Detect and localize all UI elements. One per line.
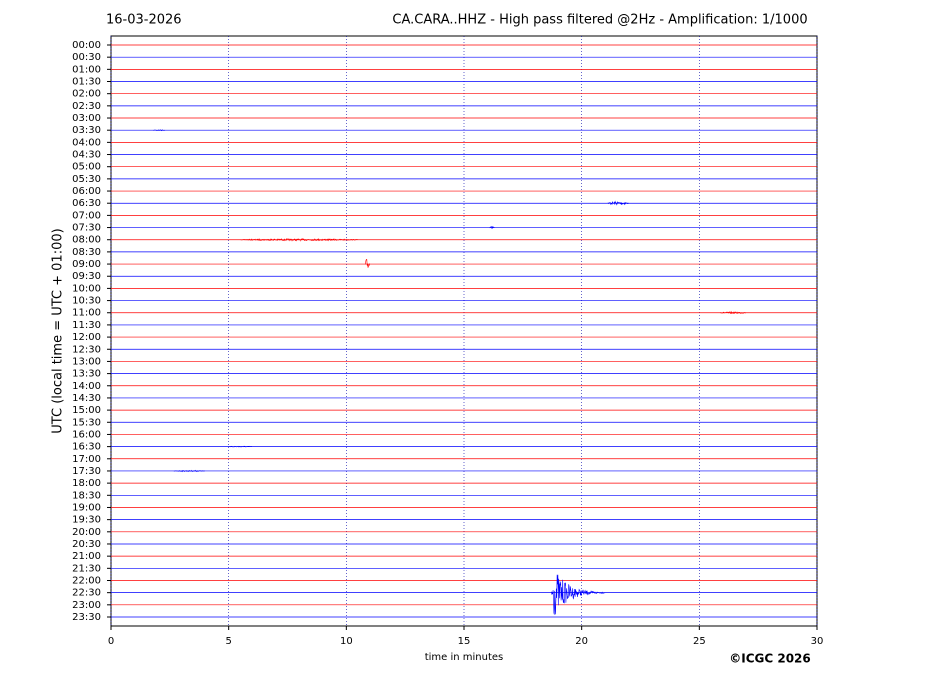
y-tick-label: 09:30 [72, 271, 101, 282]
y-tick-label: 02:00 [72, 89, 101, 100]
chart-title: CA.CARA..HHZ - High pass filtered @2Hz -… [392, 13, 807, 28]
y-tick-label: 01:30 [72, 77, 101, 88]
y-tick-label: 08:30 [72, 247, 101, 258]
y-tick-label: 15:00 [72, 405, 101, 416]
seismic-event [550, 574, 606, 615]
y-tick-label: 02:30 [72, 101, 101, 112]
seismic-event [153, 129, 166, 132]
y-tick-label: 13:00 [72, 356, 101, 367]
y-tick-label: 14:00 [72, 381, 101, 392]
y-tick-label: 13:30 [72, 369, 101, 380]
y-tick-label: 22:00 [72, 575, 101, 586]
seismic-event [228, 445, 253, 448]
x-tick-label: 25 [693, 636, 706, 647]
x-tick-label: 5 [225, 636, 231, 647]
y-tick-label: 11:30 [72, 320, 101, 331]
y-tick-label: 18:30 [72, 490, 101, 501]
y-tick-label: 00:00 [72, 40, 101, 51]
y-tick-label: 05:00 [72, 162, 101, 173]
y-tick-label: 12:00 [72, 332, 101, 343]
y-tick-label: 17:00 [72, 454, 101, 465]
seismic-event [720, 310, 747, 315]
y-tick-label: 08:00 [72, 235, 101, 246]
seismic-event [240, 237, 359, 242]
x-tick-label: 15 [458, 636, 471, 647]
y-tick-label: 04:00 [72, 137, 101, 148]
y-tick-label: 03:30 [72, 125, 101, 136]
seismic-event [173, 469, 205, 473]
y-tick-label: 12:30 [72, 344, 101, 355]
y-tick-label: 07:30 [72, 223, 101, 234]
y-tick-label: 22:30 [72, 588, 101, 599]
copyright: ©ICGC 2026 [729, 652, 811, 666]
y-tick-label: 21:00 [72, 551, 101, 562]
y-tick-label: 21:30 [72, 563, 101, 574]
y-tick-label: 09:00 [72, 259, 101, 270]
y-tick-label: 04:30 [72, 150, 101, 161]
y-tick-label: 11:00 [72, 308, 101, 319]
y-tick-label: 16:30 [72, 442, 101, 453]
y-tick-label: 20:30 [72, 539, 101, 550]
seismic-event [607, 200, 629, 206]
y-tick-label: 10:00 [72, 283, 101, 294]
y-tick-label: 03:00 [72, 113, 101, 124]
y-tick-label: 06:30 [72, 198, 101, 209]
y-tick-label: 07:00 [72, 210, 101, 221]
x-axis-label: time in minutes [425, 652, 504, 663]
y-tick-label: 00:30 [72, 52, 101, 63]
x-tick-label: 0 [108, 636, 114, 647]
y-tick-label: 19:30 [72, 515, 101, 526]
y-tick-label: 01:00 [72, 64, 101, 75]
y-tick-label: 17:30 [72, 466, 101, 477]
y-tick-label: 20:00 [72, 527, 101, 538]
x-tick-label: 20 [575, 636, 588, 647]
seismic-event [489, 225, 495, 229]
y-tick-label: 23:00 [72, 600, 101, 611]
y-tick-label: 16:00 [72, 429, 101, 440]
y-axis-label: UTC (local time = UTC + 01:00) [51, 228, 66, 433]
chart-date: 16-03-2026 [106, 13, 182, 28]
y-tick-label: 18:00 [72, 478, 101, 489]
x-tick-label: 10 [340, 636, 353, 647]
y-tick-label: 14:30 [72, 393, 101, 404]
y-tick-label: 19:00 [72, 502, 101, 513]
y-tick-label: 23:30 [72, 612, 101, 623]
y-tick-label: 06:00 [72, 186, 101, 197]
y-tick-label: 10:30 [72, 296, 101, 307]
y-tick-label: 15:30 [72, 417, 101, 428]
seismic-event [364, 259, 370, 268]
y-tick-label: 05:30 [72, 174, 101, 185]
x-tick-label: 30 [811, 636, 824, 647]
